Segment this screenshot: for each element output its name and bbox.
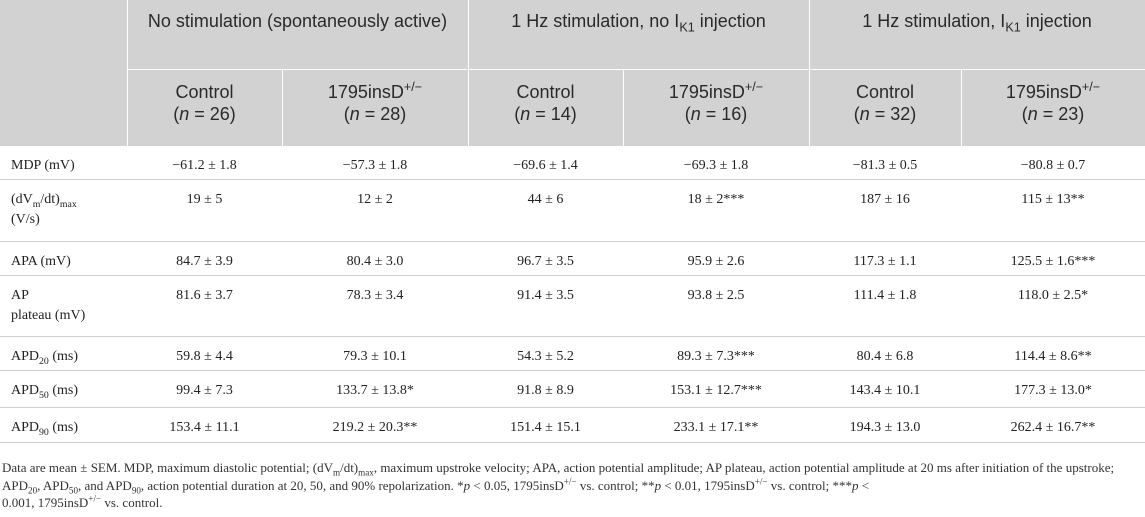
corner-cell <box>0 0 128 145</box>
table-row: APD20 (ms) 59.8 ± 4.4 79.3 ± 10.1 54.3 ±… <box>0 335 1145 370</box>
table-cell: 143.4 ± 10.1 <box>809 369 961 407</box>
table-cell: 153.1 ± 12.7*** <box>623 369 809 407</box>
table-row: APA (mV) 84.7 ± 3.9 80.4 ± 3.0 96.7 ± 3.… <box>0 240 1145 275</box>
table-cell: 177.3 ± 13.0* <box>961 369 1145 407</box>
row-label: AP plateau (mV) <box>0 274 127 336</box>
table-row: APD50 (ms) 99.4 ± 7.3 133.7 ± 13.8* 91.8… <box>0 369 1145 407</box>
table-cell: 18 ± 2*** <box>623 178 809 241</box>
row-label: APD90 (ms) <box>0 406 127 443</box>
table-cell: 80.4 ± 6.8 <box>809 335 961 370</box>
column-header: Control (n = 32) <box>809 68 962 145</box>
table-cell: −61.2 ± 1.8 <box>127 144 282 179</box>
table-cell: 118.0 ± 2.5* <box>961 274 1145 336</box>
table-cell: 59.8 ± 4.4 <box>127 335 282 370</box>
row-label: APD20 (ms) <box>0 335 127 370</box>
group-header-row: No stimulation (spontaneously active) 1 … <box>0 0 1145 145</box>
table-cell: 111.4 ± 1.8 <box>809 274 961 336</box>
table-cell: 84.7 ± 3.9 <box>127 240 282 275</box>
column-header: 1795insD+/− (n = 28) <box>282 68 469 145</box>
table-cell: 12 ± 2 <box>282 178 468 241</box>
table-cell: 80.4 ± 3.0 <box>282 240 468 275</box>
table-cell: 194.3 ± 13.0 <box>809 406 961 443</box>
table-cell: −81.3 ± 0.5 <box>809 144 961 179</box>
table-cell: 114.4 ± 8.6** <box>961 335 1145 370</box>
table-row: AP plateau (mV) 81.6 ± 3.7 78.3 ± 3.4 91.… <box>0 274 1145 336</box>
table-cell: 44 ± 6 <box>468 178 623 241</box>
ap-parameters-table: No stimulation (spontaneously active) 1 … <box>0 0 1145 443</box>
table-cell: 117.3 ± 1.1 <box>809 240 961 275</box>
table-cell: −80.8 ± 0.7 <box>961 144 1145 179</box>
table-cell: 79.3 ± 10.1 <box>282 335 468 370</box>
table-cell: 262.4 ± 16.7** <box>961 406 1145 443</box>
column-header: Control (n = 14) <box>468 68 624 145</box>
table-cell: 19 ± 5 <box>127 178 282 241</box>
table-cell: 78.3 ± 3.4 <box>282 274 468 336</box>
group-header-1hz-no-ik1: 1 Hz stimulation, no IK1 injection <box>468 0 810 69</box>
table-cell: 54.3 ± 5.2 <box>468 335 623 370</box>
table-cell: −57.3 ± 1.8 <box>282 144 468 179</box>
table-cell: 115 ± 13** <box>961 178 1145 241</box>
table-cell: 95.9 ± 2.6 <box>623 240 809 275</box>
column-header-row: Control (n = 26) 1795insD+/− (n = 28) Cont… <box>0 68 1145 145</box>
group-header-1hz-ik1: 1 Hz stimulation, IK1 injection <box>809 0 1145 69</box>
column-header: 1795insD+/− (n = 23) <box>961 68 1145 145</box>
table-cell: 151.4 ± 15.1 <box>468 406 623 443</box>
table-cell: 89.3 ± 7.3*** <box>623 335 809 370</box>
group-header-no-stim: No stimulation (spontaneously active) <box>127 0 469 69</box>
table-cell: 233.1 ± 17.1** <box>623 406 809 443</box>
table-cell: 125.5 ± 1.6*** <box>961 240 1145 275</box>
table-cell: 96.7 ± 3.5 <box>468 240 623 275</box>
table-cell: 187 ± 16 <box>809 178 961 241</box>
table-cell: 219.2 ± 20.3** <box>282 406 468 443</box>
table-cell: −69.6 ± 1.4 <box>468 144 623 179</box>
table-cell: 99.4 ± 7.3 <box>127 369 282 407</box>
table-cell: −69.3 ± 1.8 <box>623 144 809 179</box>
table-row: MDP (mV) −61.2 ± 1.8 −57.3 ± 1.8 −69.6 ±… <box>0 144 1145 179</box>
table-cell: 93.8 ± 2.5 <box>623 274 809 336</box>
table-row: APD90 (ms) 153.4 ± 11.1 219.2 ± 20.3** 1… <box>0 406 1145 443</box>
row-label: (dVm/dt)max (V/s) <box>0 178 127 241</box>
table-cell: 81.6 ± 3.7 <box>127 274 282 336</box>
table-cell: 91.4 ± 3.5 <box>468 274 623 336</box>
table-cell: 153.4 ± 11.1 <box>127 406 282 443</box>
column-header: 1795insD+/− (n = 16) <box>623 68 810 145</box>
table-footnote: Data are mean ± SEM. MDP, maximum diasto… <box>2 460 1115 510</box>
table-cell: 91.8 ± 8.9 <box>468 369 623 407</box>
table-row: (dVm/dt)max (V/s) 19 ± 5 12 ± 2 44 ± 6 18… <box>0 178 1145 241</box>
row-label: MDP (mV) <box>0 144 127 179</box>
column-header: Control (n = 26) <box>127 68 283 145</box>
row-label: APD50 (ms) <box>0 369 127 407</box>
table-cell: 133.7 ± 13.8* <box>282 369 468 407</box>
row-label: APA (mV) <box>0 240 127 275</box>
